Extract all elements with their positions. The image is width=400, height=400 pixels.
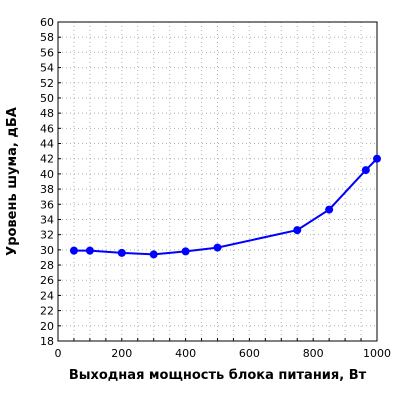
y-tick-label: 26 bbox=[40, 274, 54, 287]
y-tick-label: 30 bbox=[40, 244, 54, 257]
grid bbox=[58, 22, 377, 341]
y-tick-label: 18 bbox=[40, 335, 54, 348]
y-tick-label: 28 bbox=[40, 259, 54, 272]
y-tick-label: 42 bbox=[40, 153, 54, 166]
y-tick-label: 40 bbox=[40, 168, 54, 181]
series-line bbox=[73, 158, 378, 256]
y-tick-label: 22 bbox=[40, 305, 54, 318]
data-point bbox=[69, 246, 78, 255]
y-tick-label: 54 bbox=[40, 62, 54, 75]
y-axis-title: Уровень шума, дБА bbox=[5, 107, 20, 256]
y-tick-label: 58 bbox=[40, 31, 54, 44]
y-tick-label: 32 bbox=[40, 229, 54, 242]
y-tick-label: 46 bbox=[40, 122, 54, 135]
data-point bbox=[325, 205, 334, 214]
x-tick-label: 800 bbox=[303, 347, 324, 360]
y-tick-label: 44 bbox=[40, 138, 54, 151]
data-point bbox=[117, 248, 126, 257]
x-tick-label: 1000 bbox=[363, 347, 391, 360]
data-point bbox=[181, 247, 190, 256]
plot-frame bbox=[57, 21, 378, 342]
series bbox=[69, 154, 381, 259]
data-point bbox=[85, 246, 94, 255]
x-tick-label: 600 bbox=[239, 347, 260, 360]
data-point bbox=[373, 154, 381, 163]
y-axis-ticks: 18 20 22 24 26 28 30 32 34 36 38 40 42 44 46 48 50 52 54 56… bbox=[40, 16, 61, 348]
y-tick-label: 60 bbox=[40, 16, 54, 29]
y-tick-label: 48 bbox=[40, 107, 54, 120]
y-tick-label: 20 bbox=[40, 320, 54, 333]
y-tick-label: 36 bbox=[40, 198, 54, 211]
x-tick-label: 0 bbox=[55, 347, 62, 360]
x-axis-ticks: 0 200 400 600 800 1000 bbox=[55, 338, 391, 360]
y-tick-label: 24 bbox=[40, 289, 54, 302]
x-tick-label: 400 bbox=[175, 347, 196, 360]
data-point bbox=[361, 166, 370, 175]
y-tick-label: 50 bbox=[40, 92, 54, 105]
data-point bbox=[149, 250, 158, 259]
y-tick-label: 56 bbox=[40, 46, 54, 59]
x-axis-title: Выходная мощность блока питания, Вт bbox=[69, 368, 367, 383]
data-point bbox=[213, 243, 222, 252]
y-tick-label: 52 bbox=[40, 77, 54, 90]
data-point bbox=[293, 226, 302, 235]
x-tick-label: 200 bbox=[111, 347, 132, 360]
y-tick-label: 34 bbox=[40, 213, 54, 226]
y-tick-label: 38 bbox=[40, 183, 54, 196]
